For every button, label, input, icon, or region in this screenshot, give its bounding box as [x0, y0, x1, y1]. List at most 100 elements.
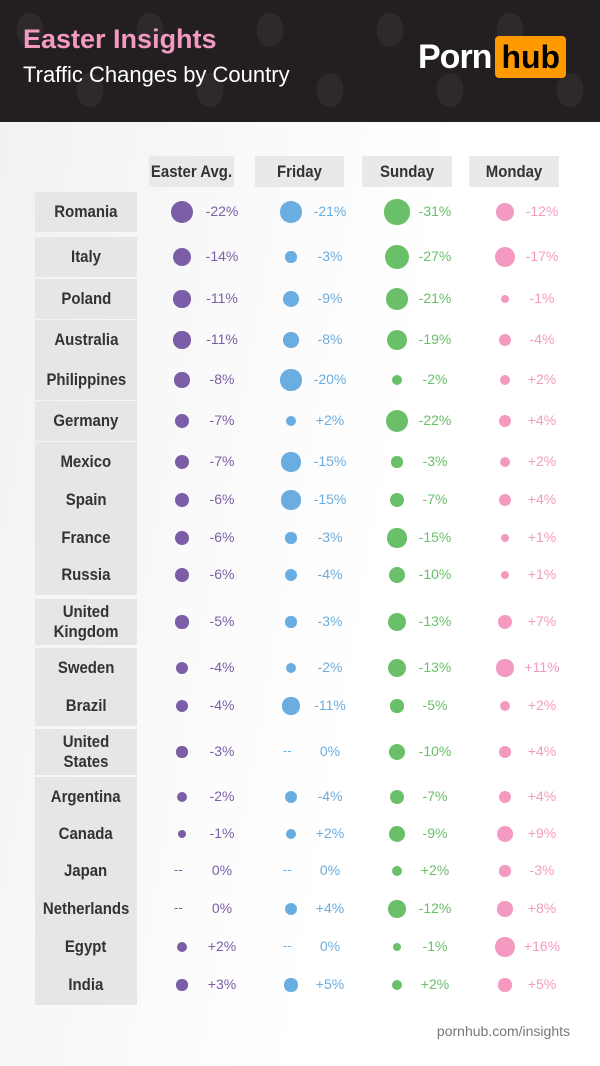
bubble [498, 790, 512, 804]
value-label: -3% [317, 529, 343, 545]
country-name: Romania [54, 202, 118, 221]
country-name: Brazil [65, 696, 107, 715]
value-label: -5% [209, 613, 235, 629]
bubble [497, 826, 513, 842]
bubble [497, 614, 513, 630]
bubble [285, 415, 297, 427]
value-label: -1% [422, 938, 448, 954]
country-name: Japan [64, 861, 108, 880]
value-label: -15% [418, 529, 452, 545]
country-name: Argentina [51, 787, 121, 806]
value-label: -15% [313, 491, 347, 507]
bubble [174, 413, 190, 429]
value-label: -2% [317, 659, 343, 675]
value-label: +8% [527, 900, 557, 916]
value-label: -6% [209, 529, 235, 545]
value-label: +2% [527, 697, 557, 713]
bubble [388, 566, 406, 584]
value-label: -27% [418, 248, 452, 264]
bubble [175, 531, 189, 545]
bubble [388, 900, 406, 918]
country-name: France [61, 528, 111, 547]
value-label: -6% [209, 491, 235, 507]
bubble [175, 493, 189, 507]
title: Easter Insights [23, 24, 217, 54]
bubble [388, 743, 406, 761]
country-name: Netherlands [42, 899, 130, 918]
value-label: +11% [524, 659, 560, 675]
value-label: -2% [422, 371, 448, 387]
value-label: 0% [211, 862, 233, 878]
bubble [387, 612, 407, 632]
value-label: +3% [207, 976, 237, 992]
bubble [495, 247, 515, 267]
bubble [285, 662, 297, 674]
bubble [496, 203, 514, 221]
bubble [386, 288, 408, 310]
value-label: -14% [205, 248, 239, 264]
value-label: 0% [319, 862, 341, 878]
bubble [391, 374, 403, 386]
value-label: -9% [422, 825, 448, 841]
bubble [391, 865, 403, 877]
value-label: -20% [313, 371, 347, 387]
value-label: +4% [527, 491, 557, 507]
bubble [284, 978, 298, 992]
country-label: Egypt [35, 927, 137, 967]
no-change-marker: -- [283, 938, 292, 953]
value-label: +16% [523, 938, 561, 954]
bubble [499, 456, 511, 468]
value-label: -1% [529, 290, 555, 306]
value-label: -17% [525, 248, 559, 264]
country-label: United Kingdom [35, 599, 137, 645]
no-change-marker: -- [174, 862, 183, 877]
bubble [500, 533, 510, 543]
no-change-marker: -- [174, 900, 183, 915]
logo: Porn hub [418, 36, 567, 78]
country-name: Russia [61, 565, 111, 584]
bubble [389, 826, 405, 842]
value-label: -8% [317, 331, 343, 347]
bubble [280, 201, 302, 223]
country-label: France [35, 518, 137, 558]
bubble [171, 201, 193, 223]
bubble [392, 942, 402, 952]
value-label: -21% [418, 290, 452, 306]
value-label: 0% [319, 938, 341, 954]
country-label: Canada [35, 814, 137, 854]
value-label: -11% [314, 697, 346, 713]
bubble [498, 493, 512, 507]
no-change-marker: -- [283, 743, 292, 758]
country-label: Spain [35, 480, 137, 520]
bubble [173, 290, 191, 308]
bubble [384, 199, 410, 225]
value-label: -7% [209, 412, 235, 428]
bubble [177, 829, 187, 839]
value-label: 0% [211, 900, 233, 916]
subtitle: Traffic Changes by Country [23, 62, 290, 87]
bubble [282, 697, 300, 715]
column-header: Friday [255, 156, 344, 187]
value-label: +1% [527, 529, 557, 545]
country-name: Spain [65, 490, 107, 509]
value-label: -3% [529, 862, 555, 878]
bubble [386, 410, 408, 432]
value-label: -3% [422, 453, 448, 469]
country-name: Mexico [60, 452, 112, 471]
value-label: -22% [418, 412, 452, 428]
bubble [500, 570, 510, 580]
bubble [387, 528, 407, 548]
value-label: +4% [527, 412, 557, 428]
country-label: Russia [35, 555, 137, 595]
bubble [496, 659, 514, 677]
value-label: +4% [527, 743, 557, 759]
value-label: -4% [317, 788, 343, 804]
bubble [285, 251, 297, 263]
value-label: +9% [527, 825, 557, 841]
bubble [498, 414, 512, 428]
bubble [500, 294, 510, 304]
value-label: -31% [418, 203, 452, 219]
value-label: -2% [209, 788, 235, 804]
value-label: -3% [317, 248, 343, 264]
country-label: Germany [35, 401, 137, 441]
